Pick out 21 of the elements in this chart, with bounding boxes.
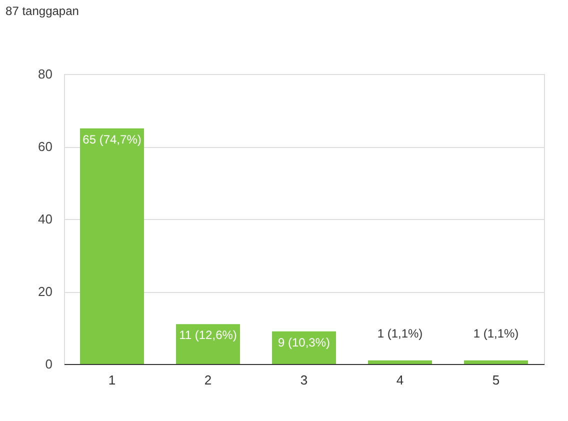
y-tick-label: 20 [38,284,52,299]
bar [464,360,528,364]
bar [368,360,432,364]
x-tick-label: 1 [108,372,116,388]
x-tick-label: 3 [300,372,308,388]
bar [176,324,240,364]
y-tick-label: 40 [38,212,52,226]
x-tick-label: 4 [396,372,404,388]
data-label: 1 (1,1%) [473,326,519,340]
data-label: 9 (10,3%) [278,335,330,350]
bar [80,128,144,364]
chart-title: 87 tanggapan [6,4,79,18]
y-tick-label: 0 [45,356,52,372]
data-label: 11 (12,6%) [179,328,237,342]
data-label: 65 (74,7%) [82,132,142,146]
x-tick-label: 2 [204,372,212,388]
bar [272,331,336,364]
data-label: 1 (1,1%) [377,326,423,340]
y-tick-label: 60 [38,139,52,154]
x-tick-label: 5 [492,372,500,388]
y-tick-label: 80 [38,66,52,82]
